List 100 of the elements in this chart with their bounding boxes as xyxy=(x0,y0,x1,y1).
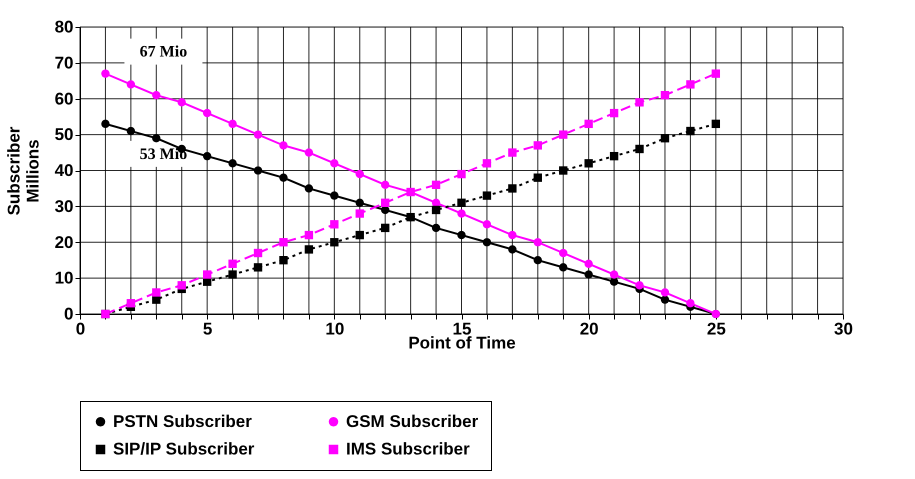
point xyxy=(330,238,339,246)
point xyxy=(126,126,136,136)
point xyxy=(152,90,160,100)
point xyxy=(635,98,644,107)
point xyxy=(202,270,212,279)
point xyxy=(610,278,618,286)
legend-label: PSTN Subscriber xyxy=(113,412,252,431)
y-tick-label: 50 xyxy=(54,125,74,144)
point xyxy=(254,248,262,258)
point xyxy=(534,238,542,246)
point xyxy=(381,224,390,232)
point xyxy=(152,288,160,297)
legend-label: GSM Subscriber xyxy=(346,412,479,431)
y-tick-label: 0 xyxy=(64,304,74,324)
point xyxy=(508,148,517,157)
point xyxy=(584,120,593,128)
point xyxy=(228,159,237,168)
point xyxy=(559,130,568,139)
point xyxy=(584,270,593,279)
point xyxy=(178,281,186,290)
point xyxy=(228,270,237,279)
x-tick-label: 25 xyxy=(706,320,726,338)
point xyxy=(610,108,618,118)
point xyxy=(686,126,695,136)
x-tick-label: 30 xyxy=(834,320,853,338)
point xyxy=(559,248,568,258)
point xyxy=(356,170,364,178)
y-tick-label: 40 xyxy=(54,161,74,180)
point xyxy=(508,245,517,254)
point xyxy=(304,148,314,157)
point xyxy=(432,180,440,190)
point xyxy=(152,134,160,142)
point xyxy=(330,159,339,168)
point xyxy=(508,184,517,193)
point xyxy=(101,69,110,78)
x-tick-label: 0 xyxy=(76,320,86,338)
point xyxy=(660,288,670,297)
point xyxy=(534,141,542,150)
annotation: 67 Mio xyxy=(140,44,188,61)
x-tick-label: 5 xyxy=(202,320,212,338)
point xyxy=(482,220,492,228)
point xyxy=(381,180,390,190)
point xyxy=(304,245,314,254)
point xyxy=(584,159,593,168)
point xyxy=(457,209,466,218)
point xyxy=(534,256,542,264)
point xyxy=(126,80,136,89)
point xyxy=(457,198,466,207)
point xyxy=(254,166,262,175)
point xyxy=(356,230,364,240)
point xyxy=(457,230,466,240)
point xyxy=(660,90,670,100)
point xyxy=(686,299,695,308)
point xyxy=(482,191,492,200)
point xyxy=(635,144,644,154)
point xyxy=(432,206,440,214)
point xyxy=(356,209,364,218)
point xyxy=(101,120,110,128)
point xyxy=(482,159,492,168)
point xyxy=(432,198,440,207)
point xyxy=(202,108,212,118)
point xyxy=(559,166,568,175)
point xyxy=(559,263,568,272)
point xyxy=(610,152,618,160)
text: Millions xyxy=(24,139,43,203)
point xyxy=(432,224,440,232)
point xyxy=(457,170,466,178)
point xyxy=(202,152,212,160)
legend-label: SIP/IP Subscriber xyxy=(113,440,255,458)
point xyxy=(508,230,517,240)
y-axis-title: Subscriber xyxy=(4,126,24,216)
point xyxy=(330,191,339,200)
x-tick-label: 20 xyxy=(580,320,599,338)
x-tick-label: 10 xyxy=(325,320,344,338)
y-tick-label: 30 xyxy=(54,196,74,216)
point xyxy=(686,80,695,89)
point xyxy=(610,270,618,279)
y-tick-label: 60 xyxy=(54,89,74,108)
point xyxy=(712,69,720,78)
point xyxy=(635,281,644,290)
point xyxy=(178,98,186,107)
point xyxy=(406,212,415,222)
point xyxy=(279,141,288,150)
point xyxy=(330,220,339,228)
point xyxy=(660,134,670,142)
legend-label: IMS Subscriber xyxy=(346,440,470,458)
point xyxy=(279,256,288,264)
x-axis-title: Point of Time xyxy=(408,334,516,352)
point xyxy=(356,198,364,207)
y-tick-label: 10 xyxy=(54,268,74,288)
point xyxy=(406,188,415,196)
point xyxy=(228,260,237,268)
point xyxy=(534,173,542,182)
point xyxy=(254,263,262,272)
point xyxy=(126,299,136,308)
point xyxy=(712,120,720,128)
point xyxy=(254,130,262,139)
y-tick-label: 80 xyxy=(54,18,74,36)
point xyxy=(381,198,390,207)
point xyxy=(279,238,288,246)
